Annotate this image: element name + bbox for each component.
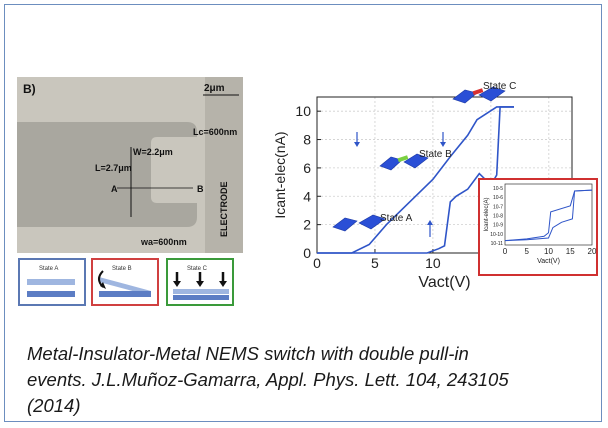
sem-scale-bar: 2μm [204, 83, 225, 94]
inset-y-axis-label: Icant-elec(A) [484, 197, 490, 231]
inset-y-tick-label: 10-10 [490, 232, 503, 238]
state-c-box: State C [166, 258, 234, 306]
inset-x-tick-label: 20 [588, 247, 597, 256]
state-a-illustration [332, 214, 386, 232]
sem-panel-label: B) [23, 82, 36, 96]
state-b-illustration [379, 153, 429, 171]
sem-point-b: B [197, 184, 204, 194]
inset-x-tick-label: 15 [566, 247, 575, 256]
inset-frame [478, 178, 598, 276]
inset-series-line-2 [504, 189, 593, 242]
state-b-box: State B [91, 258, 159, 306]
main-axes-box [316, 96, 573, 254]
sem-point-a: A [111, 184, 118, 194]
caption-line-1: Metal-Insulator-Metal NEMS switch with d… [27, 343, 469, 364]
inset-y-tick-label: 10-5 [493, 186, 503, 192]
y-axis-label: Icant-elec(nA) [272, 131, 288, 218]
sem-wa-label: wa=600nm [140, 237, 187, 247]
annotation-state-b: State B [419, 149, 452, 160]
inset-axes-box [504, 183, 593, 246]
sem-panel: B) 2μm Lc=600nm W=2.2μm L=2.7μm A B ELEC… [17, 77, 243, 306]
y-tick-label: 4 [303, 188, 311, 204]
y-tick-label: 8 [303, 132, 311, 148]
inset-y-tick-label: 10-11 [491, 241, 504, 247]
main-series-line-2 [317, 106, 514, 254]
inset-y-tick-label: 10-9 [493, 223, 503, 229]
x-tick-label: 5 [371, 255, 379, 271]
y-tick-label: 10 [295, 103, 311, 119]
slide-frame: B) 2μm Lc=600nm W=2.2μm L=2.7μm A B ELEC… [4, 4, 602, 422]
inset-x-axis-label: Vact(V) [537, 258, 560, 265]
state-a-box-label: State A [39, 266, 58, 272]
curve-arrow-head [427, 220, 433, 225]
state-b-box-label: State B [112, 266, 132, 272]
x-tick-label: 10 [425, 255, 441, 271]
inset-x-tick-label: 5 [525, 247, 530, 256]
sem-lc-label: Lc=600nm [193, 127, 237, 137]
annotation-state-c: State C [483, 81, 516, 92]
state-c-box-label: State C [187, 266, 208, 272]
state-c-illustration [452, 86, 506, 104]
y-tick-label: 0 [303, 245, 311, 261]
inset-y-tick-label: 10-7 [493, 204, 503, 210]
curve-arrow-head [440, 142, 446, 147]
sem-electrode-label: ELECTRODE [219, 181, 229, 237]
sem-w-label: W=2.2μm [133, 147, 173, 157]
figure-image: B) 2μm Lc=600nm W=2.2μm L=2.7μm A B ELEC… [17, 77, 600, 313]
curve-arrow-head [354, 142, 360, 147]
inset-series-line-1 [504, 189, 593, 242]
annotation-state-a: State A [380, 213, 413, 224]
caption-line-2: events. J.L.Muñoz-Gamarra, Appl. Phys. L… [27, 369, 509, 390]
y-tick-label: 2 [303, 217, 311, 233]
inset-y-tick-label: 10-6 [493, 195, 503, 201]
caption-line-3: (2014) [27, 395, 81, 416]
inset-y-tick-label: 10-8 [493, 214, 503, 220]
sem-l-label: L=2.7μm [95, 163, 132, 173]
x-axis-label: Vact(V) [418, 274, 470, 291]
figure-caption: Metal-Insulator-Metal NEMS switch with d… [27, 341, 587, 419]
inset-chart: 0 5 10 15 20 10-5 10-6 10-7 10-8 10-9 10-10 10-11 Va… [478, 178, 598, 276]
main-series-line-1 [317, 106, 514, 254]
inset-x-tick-label: 0 [503, 247, 508, 256]
x-tick-label: 0 [313, 255, 321, 271]
y-tick-label: 6 [303, 160, 311, 176]
inset-x-tick-label: 10 [544, 247, 553, 256]
state-a-box: State A [18, 258, 86, 306]
